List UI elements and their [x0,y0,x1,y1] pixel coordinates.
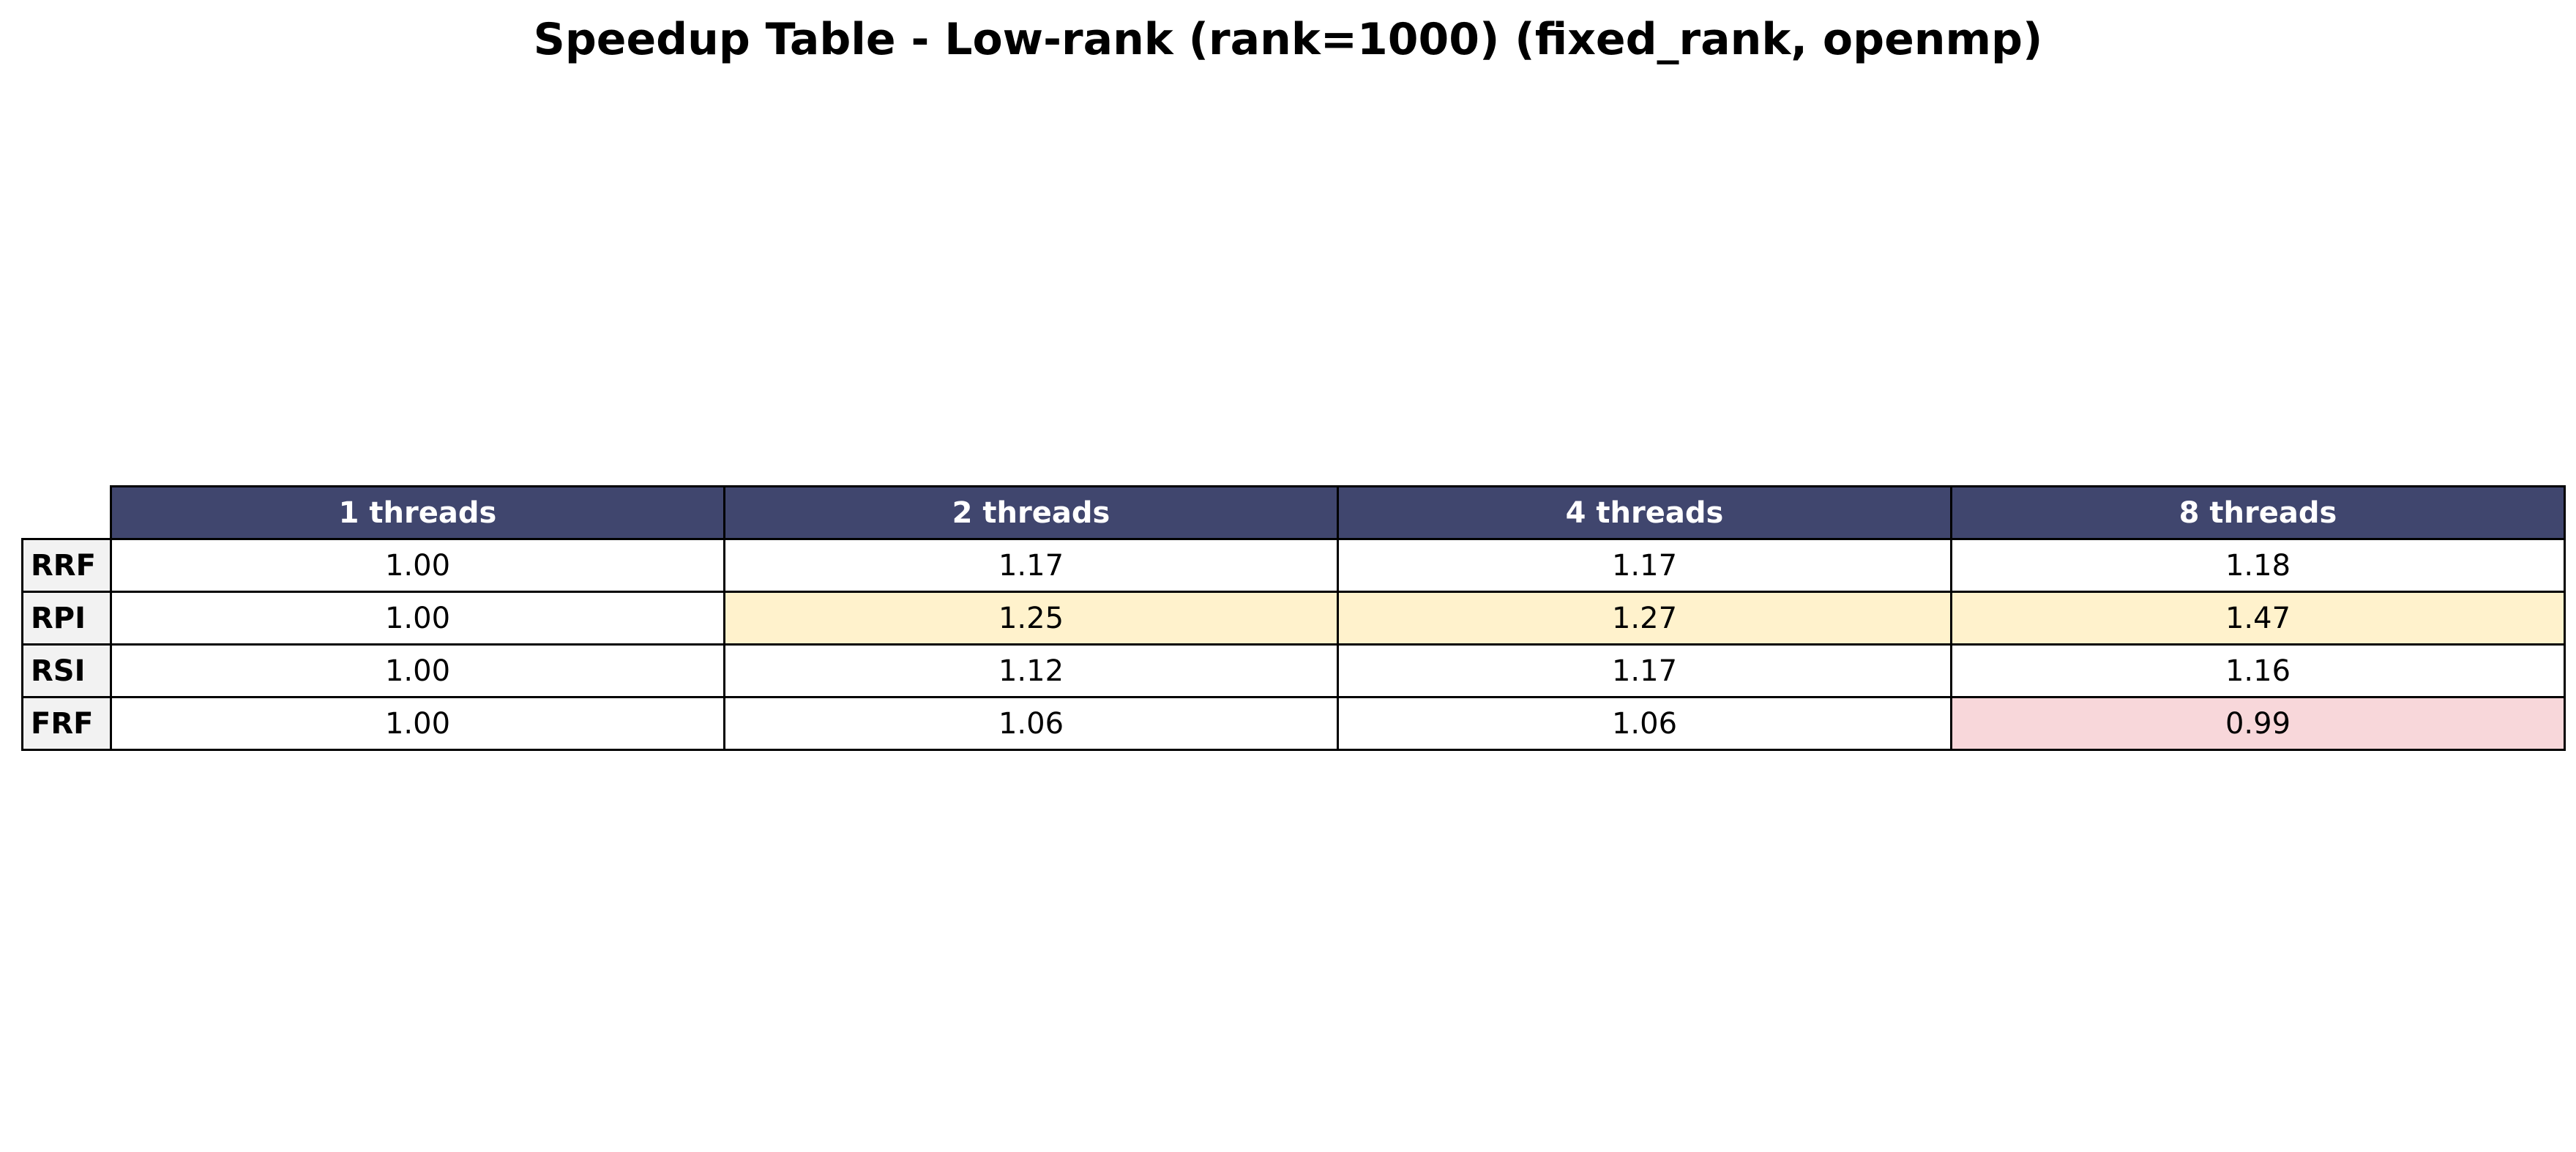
table-row: RPI 1.00 1.25 1.27 1.47 [21,591,2566,646]
speedup-cell: 1.00 [110,591,725,646]
speedup-cell: 1.16 [1950,643,2566,698]
speedup-cell: 1.27 [1337,591,1952,646]
column-header-8-threads: 8 threads [1950,485,2566,540]
header-row: 1 threads 2 threads 4 threads 8 threads [23,485,2566,540]
speedup-cell: 1.17 [723,538,1339,593]
speedup-table: 1 threads 2 threads 4 threads 8 threads … [21,485,2566,751]
column-header-4-threads: 4 threads [1337,485,1952,540]
speedup-cell: 1.47 [1950,591,2566,646]
table-row: RRF 1.00 1.17 1.17 1.18 [21,538,2566,593]
speedup-cell: 1.00 [110,643,725,698]
corner-cell [23,487,111,539]
speedup-cell: 1.06 [1337,696,1952,751]
column-header-1-threads: 1 threads [110,485,725,540]
speedup-cell: 1.25 [723,591,1339,646]
speedup-cell: 1.18 [1950,538,2566,593]
speedup-cell: 1.17 [1337,643,1952,698]
row-header-rsi: RSI [21,643,112,698]
chart-title: Speedup Table - Low-rank (rank=1000) (fi… [533,14,2043,65]
speedup-cell: 1.12 [723,643,1339,698]
row-header-rrf: RRF [21,538,112,593]
row-header-frf: FRF [21,696,112,751]
speedup-cell: 1.00 [110,538,725,593]
table-row: RSI 1.00 1.12 1.17 1.16 [21,643,2566,698]
column-header-2-threads: 2 threads [723,485,1339,540]
speedup-cell: 0.99 [1950,696,2566,751]
table-row: FRF 1.00 1.06 1.06 0.99 [21,696,2566,751]
speedup-cell: 1.00 [110,696,725,751]
row-header-rpi: RPI [21,591,112,646]
speedup-cell: 1.17 [1337,538,1952,593]
speedup-cell: 1.06 [723,696,1339,751]
